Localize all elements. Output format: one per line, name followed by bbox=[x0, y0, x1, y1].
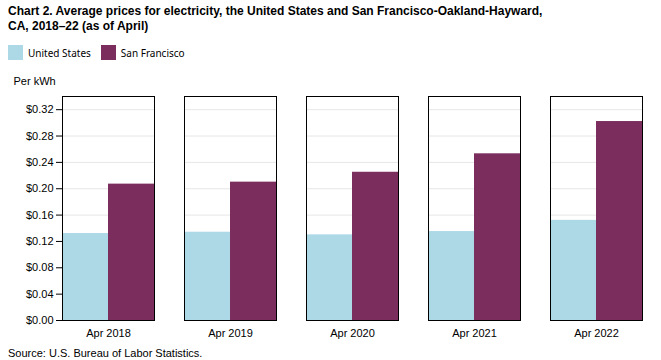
svg-text:Apr 2018: Apr 2018 bbox=[86, 327, 131, 339]
html-text:Source: U.S. Bureau of Labor S: Source: U.S. Bureau of Labor Statistics. bbox=[8, 347, 203, 359]
svg-text:Apr 2022: Apr 2022 bbox=[574, 327, 619, 339]
svg-text:$0.12: $0.12 bbox=[26, 235, 54, 247]
svg-text:$0.24: $0.24 bbox=[26, 156, 54, 168]
svg-text:$0.32: $0.32 bbox=[26, 103, 54, 115]
svg-text:$0.04: $0.04 bbox=[26, 288, 54, 300]
svg-text:$0.28: $0.28 bbox=[26, 130, 54, 142]
html-text:Chart 2. Average prices for el: Chart 2. Average prices for electricity,… bbox=[8, 4, 543, 33]
svg-text:$0.00: $0.00 bbox=[26, 314, 54, 326]
svg-text:Apr 2020: Apr 2020 bbox=[330, 327, 375, 339]
svg-text:$0.16: $0.16 bbox=[26, 209, 54, 221]
svg-text:Apr 2019: Apr 2019 bbox=[208, 327, 253, 339]
svg-text:Per kWh: Per kWh bbox=[14, 75, 56, 87]
html-text:United States: United States bbox=[28, 45, 91, 60]
html-text:San Francisco: San Francisco bbox=[120, 45, 185, 60]
svg-text:$0.20: $0.20 bbox=[26, 182, 54, 194]
svg-text:Apr 2021: Apr 2021 bbox=[452, 327, 497, 339]
svg-text:$0.08: $0.08 bbox=[26, 261, 54, 273]
